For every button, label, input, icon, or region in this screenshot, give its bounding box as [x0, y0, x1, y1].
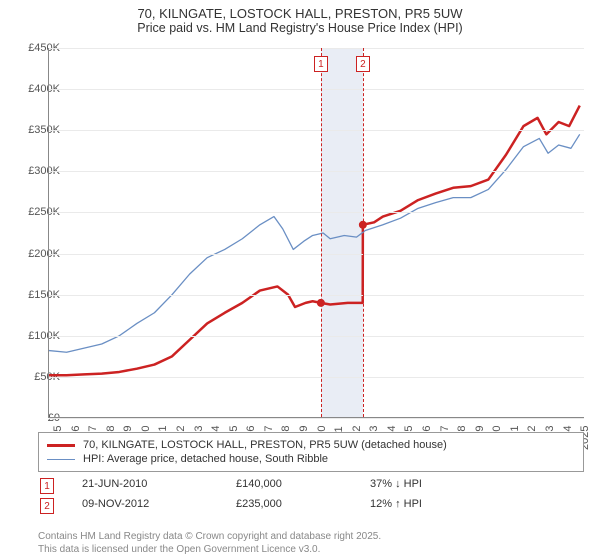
sale-row-marker: 2 [40, 498, 54, 514]
legend-swatch [47, 444, 75, 447]
legend-row: 70, KILNGATE, LOSTOCK HALL, PRESTON, PR5… [47, 439, 575, 451]
legend-label: HPI: Average price, detached house, Sout… [83, 453, 328, 465]
legend-swatch [47, 459, 75, 460]
title-line-1: 70, KILNGATE, LOSTOCK HALL, PRESTON, PR5… [10, 6, 590, 21]
sale-row-date: 09-NOV-2012 [82, 498, 222, 514]
sale-marker: 1 [314, 56, 328, 72]
sale-row-price: £140,000 [236, 478, 356, 494]
series-hpi [49, 134, 580, 352]
sale-vline [363, 48, 364, 417]
attribution-line-2: This data is licensed under the Open Gov… [38, 544, 381, 557]
sale-row-delta: 37% ↓ HPI [370, 478, 510, 494]
legend-label: 70, KILNGATE, LOSTOCK HALL, PRESTON, PR5… [83, 439, 447, 451]
sale-row-price: £235,000 [236, 498, 356, 514]
legend-box: 70, KILNGATE, LOSTOCK HALL, PRESTON, PR5… [38, 432, 584, 472]
sale-row-date: 21-JUN-2010 [82, 478, 222, 494]
legend-block: 70, KILNGATE, LOSTOCK HALL, PRESTON, PR5… [38, 432, 584, 514]
attribution-line-1: Contains HM Land Registry data © Crown c… [38, 531, 381, 544]
sales-table: 1 21-JUN-2010 £140,000 37% ↓ HPI 2 09-NOV-201… [40, 478, 584, 514]
sale-row-delta: 12% ↑ HPI [370, 498, 510, 514]
chart-title: 70, KILNGATE, LOSTOCK HALL, PRESTON, PR5… [0, 0, 600, 37]
attribution: Contains HM Land Registry data © Crown c… [38, 531, 381, 556]
sale-vline [321, 48, 322, 417]
chart-svg [49, 48, 584, 417]
legend-row: HPI: Average price, detached house, Sout… [47, 453, 575, 465]
sale-row-marker: 1 [40, 478, 54, 494]
chart-plot-area: 12 [48, 48, 584, 418]
title-line-2: Price paid vs. HM Land Registry's House … [10, 21, 590, 35]
sale-marker: 2 [356, 56, 370, 72]
